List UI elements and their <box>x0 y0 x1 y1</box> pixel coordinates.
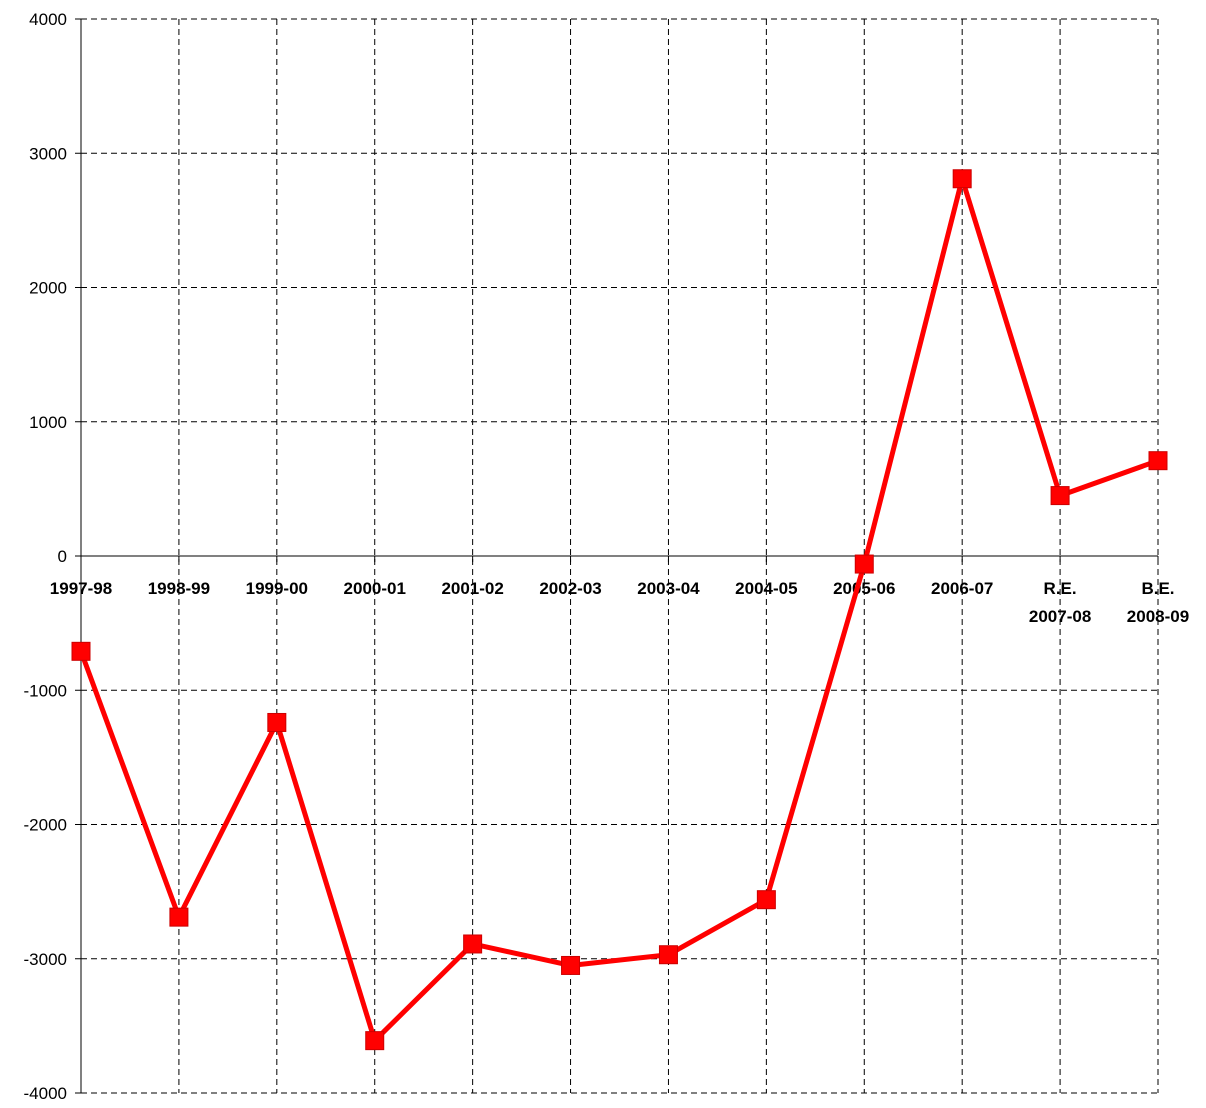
x-category-label: 1997-98 <box>50 579 112 598</box>
x-category-label: 2003-04 <box>637 579 700 598</box>
data-point-marker <box>169 907 189 927</box>
y-tick-label: 2000 <box>29 279 67 298</box>
x-category-label: 2001-02 <box>441 579 503 598</box>
x-category-label: 2008-09 <box>1127 607 1189 626</box>
x-category-label: 2000-01 <box>344 579 406 598</box>
x-category-label: 2007-08 <box>1029 607 1091 626</box>
data-point-marker <box>561 955 581 975</box>
data-point-marker <box>267 712 287 732</box>
axis-layer <box>75 18 1159 1094</box>
data-point-marker <box>1050 486 1070 506</box>
y-tick-label: -1000 <box>24 681 67 700</box>
x-category-label: 2006-07 <box>931 579 993 598</box>
series-line <box>78 176 1159 1044</box>
x-category-label: 1998-99 <box>148 579 210 598</box>
x-category-label: 2005-06 <box>833 579 895 598</box>
x-axis-category-labels: 1997-98 1998-99 1999-00 2000-01 2001-02 2002-… <box>50 579 1189 626</box>
x-category-label: 1999-00 <box>246 579 308 598</box>
x-category-label: R.E. <box>1044 579 1077 598</box>
y-tick-label: -3000 <box>24 950 67 969</box>
y-tick-label: 3000 <box>29 144 67 163</box>
data-point-marker <box>952 169 972 189</box>
y-tick-label: -2000 <box>24 816 67 835</box>
x-category-label: 2002-03 <box>539 579 601 598</box>
data-point-marker <box>1148 451 1168 471</box>
data-point-marker <box>854 554 874 574</box>
y-tick-label: -4000 <box>24 1084 67 1103</box>
data-point-marker <box>463 934 483 954</box>
y-axis-tick-labels: 4000 3000 2000 1000 0 -1000 -2000 -3000 -4000 <box>24 10 67 1103</box>
series-layer <box>71 169 1168 1051</box>
y-tick-label: 0 <box>58 547 67 566</box>
data-point-marker <box>658 945 678 965</box>
data-point-marker <box>71 641 91 661</box>
y-tick-label: 4000 <box>29 10 67 29</box>
data-point-marker <box>365 1031 385 1051</box>
x-category-label: B.E. <box>1141 579 1174 598</box>
y-tick-label: 1000 <box>29 413 67 432</box>
x-category-label: 2004-05 <box>735 579 797 598</box>
data-point-marker <box>756 890 776 910</box>
